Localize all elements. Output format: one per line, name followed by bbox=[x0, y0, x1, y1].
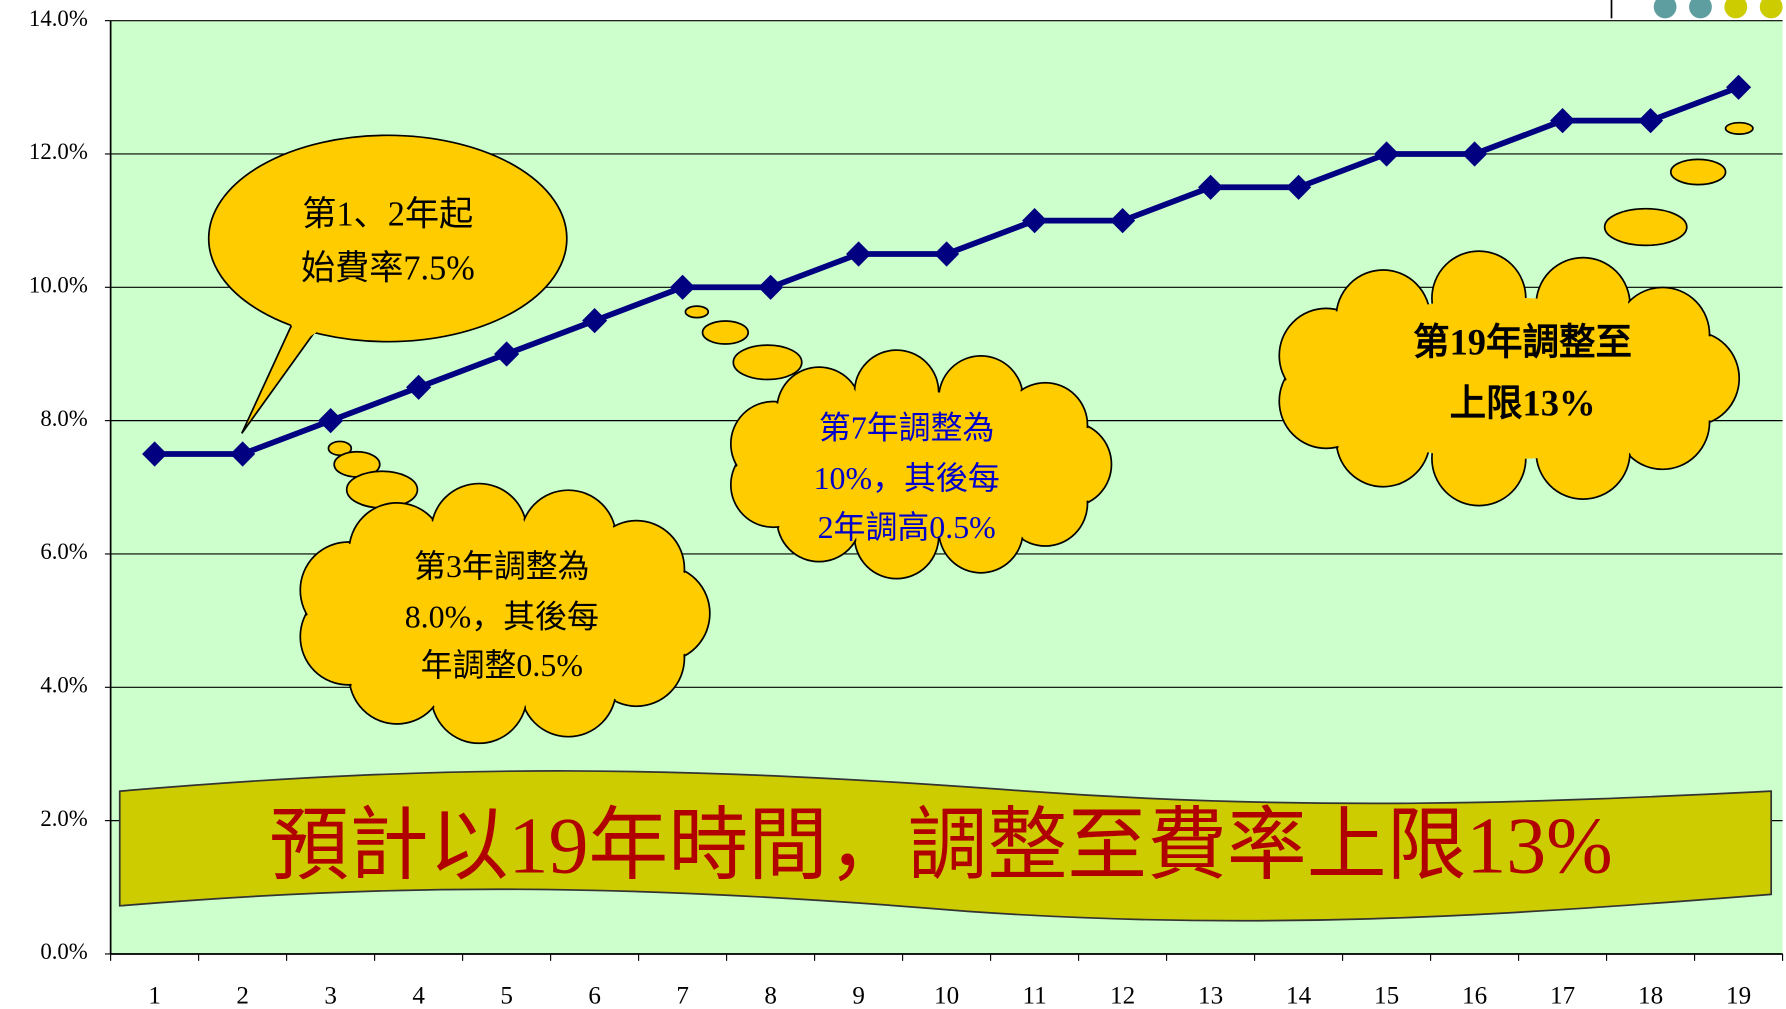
x-tick-label: 5 bbox=[500, 982, 513, 1009]
annotation-text: 10%，其後每 bbox=[814, 460, 1000, 496]
cloud bbox=[762, 391, 1074, 538]
thought-bubble bbox=[732, 344, 803, 381]
decoration bbox=[1689, 0, 1712, 19]
banner: 預計以19年時間，調整至費率上限13% bbox=[118, 770, 1773, 922]
decoration bbox=[1724, 0, 1748, 19]
x-tick-label: 17 bbox=[1550, 982, 1575, 1009]
marker bbox=[1462, 141, 1488, 167]
cloud bbox=[337, 530, 667, 696]
x-tick-label: 7 bbox=[676, 982, 689, 1009]
x-tick-label: 14 bbox=[1286, 982, 1312, 1009]
y-tick-label: 2.0% bbox=[40, 806, 87, 831]
thought-bubble bbox=[1669, 158, 1727, 186]
marker bbox=[1726, 74, 1752, 100]
callout bbox=[207, 134, 568, 343]
annotation-text: 第7年調整為 bbox=[819, 409, 995, 445]
banner-text: 預計以19年時間，調整至費率上限13% bbox=[269, 802, 1613, 890]
annotation-text: 第3年調整為 bbox=[414, 548, 590, 584]
marker bbox=[406, 374, 432, 400]
banner-shape bbox=[118, 770, 1773, 922]
x-tick-label: 3 bbox=[324, 982, 337, 1009]
y-tick-label: 10.0% bbox=[29, 273, 88, 298]
marker bbox=[318, 408, 344, 434]
decoration bbox=[1759, 0, 1783, 19]
x-tick-label: 15 bbox=[1374, 982, 1399, 1009]
marker bbox=[1638, 108, 1664, 134]
marker bbox=[934, 241, 960, 267]
x-tick-label: 6 bbox=[588, 982, 601, 1009]
x-tick-label: 16 bbox=[1462, 982, 1487, 1009]
thought-bubble bbox=[345, 470, 419, 509]
annotation-text: 第1、2年起 bbox=[302, 196, 473, 234]
marker bbox=[1550, 108, 1576, 134]
annotation-text: 8.0%，其後每 bbox=[405, 599, 599, 635]
x-tick-label: 8 bbox=[764, 982, 777, 1009]
x-tick-label: 10 bbox=[934, 982, 959, 1009]
annotation-text: 年調整0.5% bbox=[421, 647, 583, 683]
x-tick-label: 12 bbox=[1110, 982, 1135, 1009]
thought-bubble bbox=[1603, 207, 1688, 247]
cloud bbox=[1313, 297, 1698, 460]
y-tick-label: 8.0% bbox=[40, 406, 87, 431]
x-tick-label: 9 bbox=[852, 982, 865, 1009]
marker bbox=[230, 441, 256, 467]
y-tick-label: 4.0% bbox=[40, 673, 87, 698]
marker bbox=[582, 308, 608, 334]
annotation-text: 始費率7.5% bbox=[301, 250, 475, 288]
thought-bubble bbox=[701, 320, 750, 345]
thought-bubble bbox=[684, 305, 710, 319]
thought-bubble bbox=[1724, 121, 1754, 136]
decoration bbox=[1653, 0, 1677, 19]
x-tick-label: 4 bbox=[412, 982, 425, 1009]
x-tick-label: 11 bbox=[1023, 982, 1047, 1009]
x-tick-label: 19 bbox=[1726, 982, 1751, 1009]
marker bbox=[1198, 174, 1224, 200]
y-tick-label: 6.0% bbox=[40, 539, 87, 564]
x-tick-label: 1 bbox=[148, 982, 161, 1009]
callout-pointer bbox=[285, 309, 343, 344]
annotation-text: 上限13% bbox=[1450, 382, 1596, 423]
annotation-text: 2年調高0.5% bbox=[818, 509, 996, 545]
y-tick-label: 0.0% bbox=[40, 939, 87, 964]
x-tick-label: 18 bbox=[1638, 982, 1663, 1009]
x-tick-label: 13 bbox=[1198, 982, 1223, 1009]
x-tick-label: 2 bbox=[236, 982, 249, 1009]
marker bbox=[142, 441, 168, 467]
marker bbox=[1374, 141, 1400, 167]
y-tick-label: 12.0% bbox=[29, 139, 88, 164]
y-tick-label: 14.0% bbox=[29, 6, 88, 31]
annotation-text: 第19年調整至 bbox=[1413, 322, 1632, 363]
